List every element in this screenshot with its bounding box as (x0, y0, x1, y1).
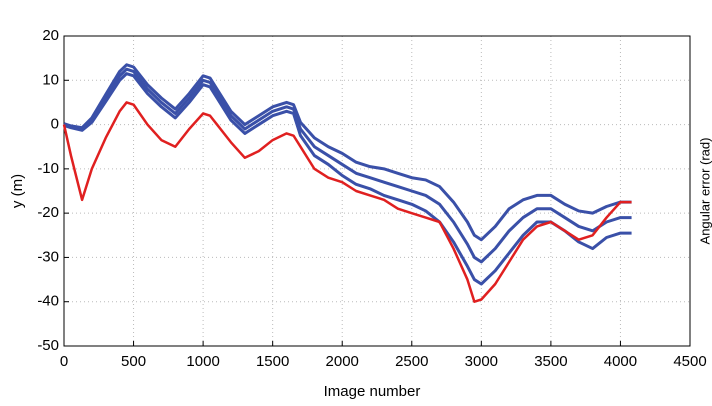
y-tick-label: 20 (42, 27, 59, 44)
y-tick-label: -30 (37, 248, 59, 265)
data-line (62, 101, 632, 303)
y-tick-label: -20 (37, 204, 59, 221)
x-tick-label: 1000 (186, 353, 219, 370)
x-tick-label: 3500 (534, 353, 567, 370)
x-tick-label: 500 (121, 353, 146, 370)
x-tick-label: 4500 (673, 353, 706, 370)
x-tick-label: 0 (60, 353, 68, 370)
plot-frame (63, 35, 691, 347)
x-tick-label: 2500 (395, 353, 428, 370)
y2-axis-label: Angular error (rad) (697, 138, 712, 245)
data-line (63, 72, 632, 286)
y-tick-label: -10 (37, 160, 59, 177)
y-tick-label: -40 (37, 293, 59, 310)
y-axis-label: y (m) (9, 174, 26, 208)
x-tick-label: 2000 (326, 353, 359, 370)
x-axis-label: Image number (324, 383, 421, 400)
y-tick-label: 0 (51, 116, 59, 133)
x-tick-label: 3000 (465, 353, 498, 370)
x-tick-label: 4000 (604, 353, 637, 370)
data-line (63, 63, 632, 242)
data-line (63, 67, 632, 264)
y-tick-label: -50 (37, 337, 59, 354)
x-tick-label: 1500 (256, 353, 289, 370)
y-tick-label: 10 (42, 71, 59, 88)
